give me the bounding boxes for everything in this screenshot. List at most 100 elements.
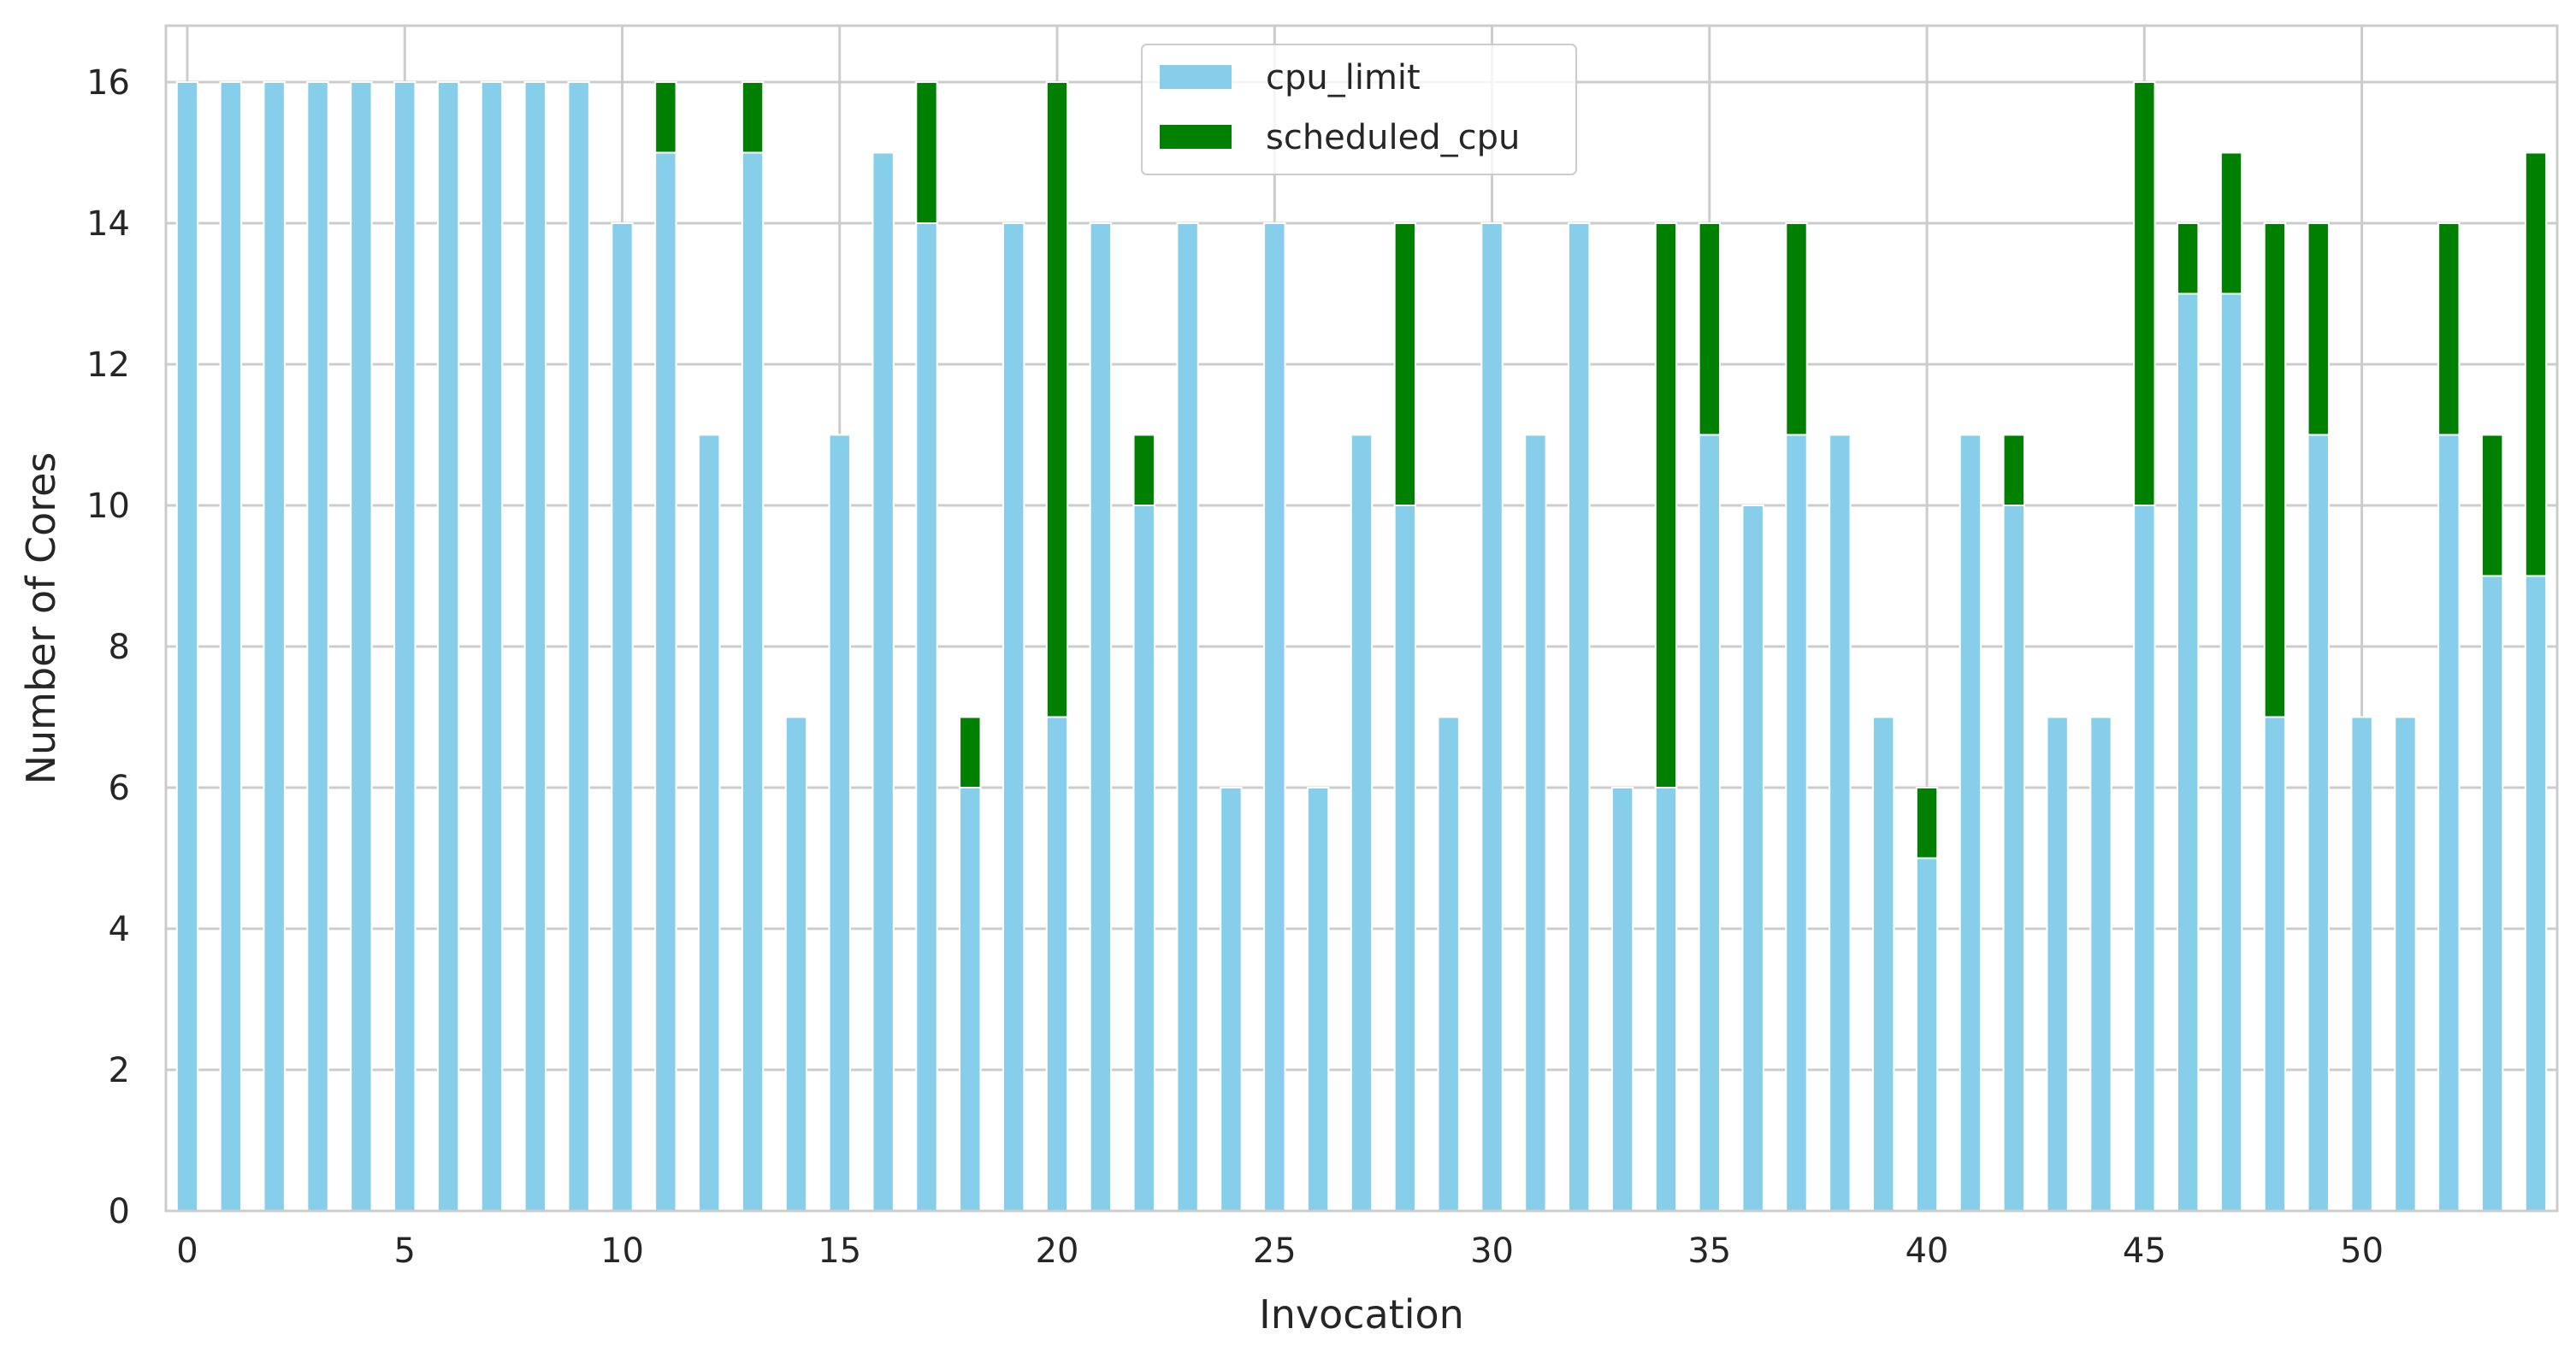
x-tick-label: 15 (818, 1231, 861, 1271)
bar-cpu-limit (1393, 505, 1417, 1212)
x-tick-label: 5 (394, 1231, 416, 1271)
bar-cpu-limit (1132, 505, 1155, 1212)
legend-label-cpu-limit: cpu_limit (1266, 58, 1421, 97)
bar-cpu-limit (1263, 222, 1286, 1212)
y-tick-label: 14 (86, 204, 130, 244)
bar-scheduled-cpu (2133, 81, 2156, 506)
bar-cpu-limit (784, 716, 808, 1212)
bar-scheduled-cpu (959, 716, 982, 788)
x-tick-label: 30 (1470, 1231, 1514, 1271)
bar-cpu-limit (1045, 716, 1069, 1212)
bar-cpu-limit (2219, 292, 2243, 1212)
bar-cpu-limit (741, 151, 765, 1212)
legend: cpu_limit scheduled_cpu (1141, 44, 1577, 175)
bar-cpu-limit (2307, 434, 2330, 1212)
bar-cpu-limit (1001, 222, 1025, 1212)
x-tick-label: 50 (2340, 1231, 2384, 1271)
bar-scheduled-cpu (2307, 222, 2330, 436)
bar-cpu-limit (871, 151, 895, 1212)
bar-scheduled-cpu (2263, 222, 2287, 718)
bar-scheduled-cpu (1393, 222, 1417, 506)
y-tick-label: 4 (109, 910, 130, 949)
bar-cpu-limit (828, 434, 851, 1212)
bar-cpu-limit (959, 787, 982, 1212)
bar-cpu-limit (1176, 222, 1199, 1212)
x-axis-title: Invocation (1259, 1291, 1464, 1337)
bar-scheduled-cpu (1915, 787, 1939, 859)
bar-cpu-limit (263, 81, 286, 1212)
legend-swatch-scheduled-cpu (1160, 125, 1232, 149)
bar-scheduled-cpu (2176, 222, 2200, 295)
y-tick-label: 12 (86, 345, 130, 385)
bar-scheduled-cpu (1045, 81, 1069, 718)
bar-cpu-limit (2263, 716, 2287, 1212)
bar-cpu-limit (2394, 716, 2417, 1212)
bar-cpu-limit (480, 81, 504, 1212)
bar-cpu-limit (1610, 787, 1634, 1212)
bar-scheduled-cpu (1785, 222, 1808, 436)
bar-cpu-limit (175, 81, 199, 1212)
bar-cpu-limit (1785, 434, 1808, 1212)
bar-scheduled-cpu (2002, 434, 2025, 506)
bar-cpu-limit (393, 81, 417, 1212)
bar-cpu-limit (1220, 787, 1243, 1212)
bar-cpu-limit (1089, 222, 1113, 1212)
bar-scheduled-cpu (2524, 151, 2548, 577)
bar-cpu-limit (2133, 505, 2156, 1212)
bar-cpu-limit (698, 434, 721, 1212)
bar-scheduled-cpu (654, 81, 677, 154)
y-tick-label: 0 (109, 1192, 130, 1231)
bar-cpu-limit (1872, 716, 1895, 1212)
bar-cpu-limit (1350, 434, 1374, 1212)
bar-cpu-limit (1741, 505, 1764, 1212)
y-axis-title: Number of Cores (18, 452, 64, 785)
legend-swatch-cpu-limit (1160, 65, 1232, 89)
bar-cpu-limit (2350, 716, 2373, 1212)
bar-cpu-limit (567, 81, 590, 1212)
y-tick-label: 16 (86, 63, 130, 103)
plot-frame (164, 24, 2559, 1213)
bar-scheduled-cpu (2437, 222, 2461, 436)
x-tick-label: 25 (1253, 1231, 1297, 1271)
bar-cpu-limit (350, 81, 373, 1212)
bar-cpu-limit (219, 81, 243, 1212)
x-tick-label: 45 (2123, 1231, 2166, 1271)
y-tick-label: 8 (109, 628, 130, 667)
bar-cpu-limit (2046, 716, 2069, 1212)
bar-scheduled-cpu (741, 81, 765, 154)
legend-box (1141, 44, 1577, 175)
bar-cpu-limit (1524, 434, 1547, 1212)
bar-cpu-limit (1959, 434, 1982, 1212)
legend-label-scheduled-cpu: scheduled_cpu (1266, 118, 1520, 157)
bar-cpu-limit (2176, 292, 2200, 1212)
bar-cpu-limit (2002, 505, 2025, 1212)
x-tick-label: 40 (1905, 1231, 1949, 1271)
bar-cpu-limit (1829, 434, 1852, 1212)
bar-cpu-limit (1306, 787, 1330, 1212)
bars (175, 81, 2548, 1212)
bar-scheduled-cpu (1654, 222, 1678, 788)
tick-labels: 0 2 4 6 8 10 12 14 16 0 5 10 15 20 25 30 35 40 45 50 (86, 63, 2384, 1271)
bar-scheduled-cpu (915, 81, 938, 224)
bar-cpu-limit (654, 151, 677, 1212)
bar-cpu-limit (2480, 575, 2504, 1212)
bar-cpu-limit (436, 81, 460, 1212)
bar-scheduled-cpu (1698, 222, 1722, 436)
x-tick-label: 0 (176, 1231, 198, 1271)
y-tick-label: 2 (109, 1051, 130, 1090)
bar-cpu-limit (1568, 222, 1591, 1212)
bar-cpu-limit (2524, 575, 2548, 1212)
bar-cpu-limit (1915, 857, 1939, 1212)
x-tick-label: 35 (1687, 1231, 1731, 1271)
bar-cpu-limit (523, 81, 547, 1212)
bar-scheduled-cpu (2480, 434, 2504, 577)
bar-scheduled-cpu (1132, 434, 1155, 506)
bar-scheduled-cpu (2219, 151, 2243, 295)
bar-cpu-limit (611, 222, 634, 1212)
x-tick-label: 20 (1036, 1231, 1079, 1271)
y-tick-label: 10 (86, 487, 130, 526)
bar-cpu-limit (1480, 222, 1504, 1212)
bar-cpu-limit (2089, 716, 2112, 1212)
